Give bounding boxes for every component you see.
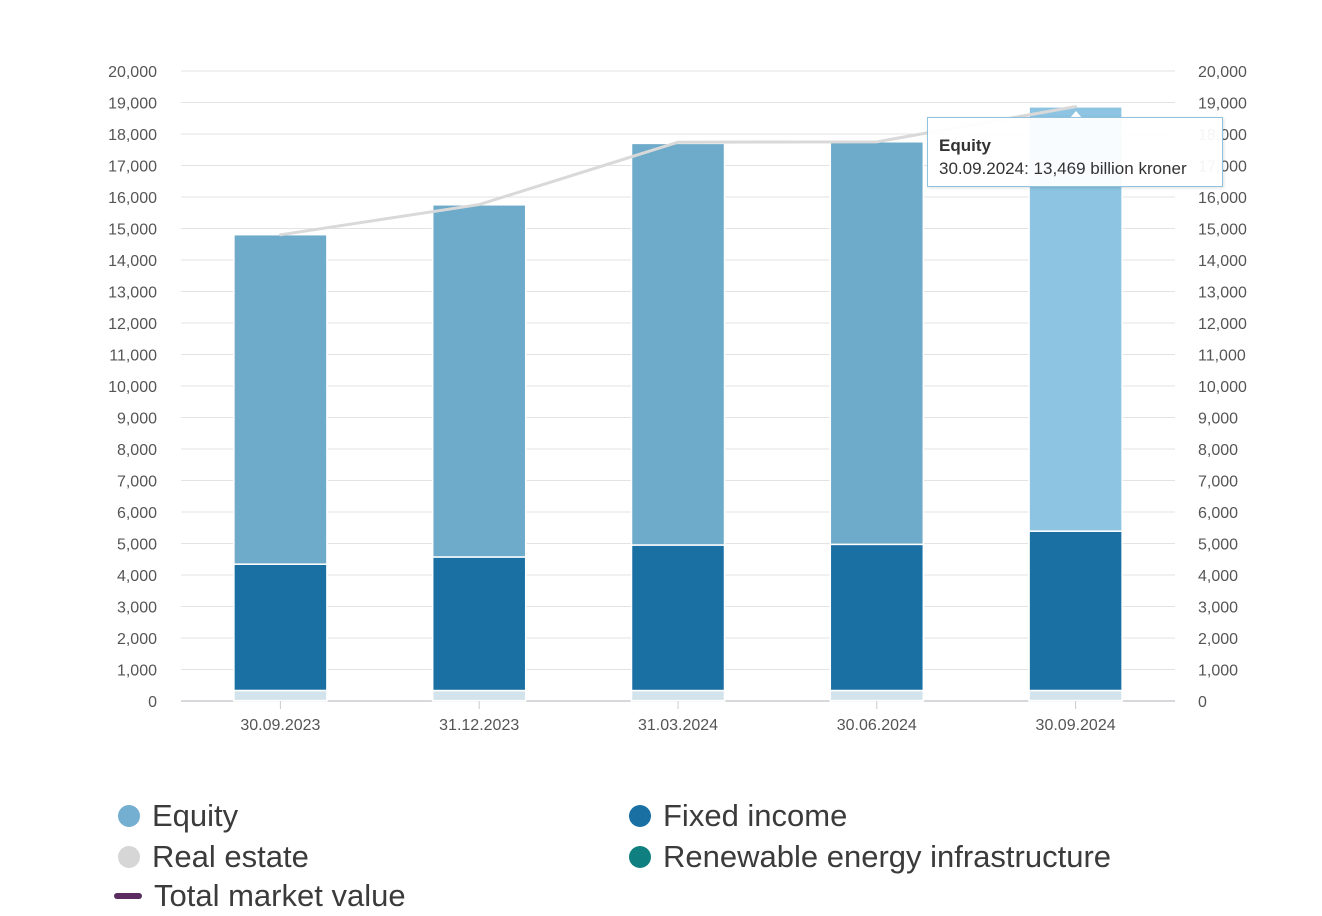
- y-tick-label-left: 4,000: [117, 568, 157, 585]
- y-tick-label-left: 6,000: [117, 505, 157, 522]
- legend-label-total-market-value: Total market value: [154, 878, 406, 913]
- y-axis-left: 0 1,000 2,000 3,000 4,000 5,000 6,000 7,000 8,00…: [108, 64, 157, 711]
- y-tick-label-right: 0: [1198, 694, 1207, 711]
- y-tick-label-left: 9,000: [117, 411, 157, 428]
- legend-label-real-estate: Real estate: [152, 839, 309, 874]
- legend-swatch-renewable-energy-infrastructure: [629, 846, 651, 868]
- y-tick-label-left: 12,000: [108, 316, 157, 333]
- y-tick-label-left: 5,000: [117, 537, 157, 554]
- y-tick-label-right: 14,000: [1198, 253, 1247, 270]
- bar-fixed-income: [829, 543, 925, 692]
- legend-item-equity[interactable]: Equity: [118, 796, 238, 836]
- y-tick-label-right: 5,000: [1198, 537, 1238, 554]
- y-tick-label-left: 2,000: [117, 631, 157, 648]
- bar-real-estate: [431, 689, 527, 702]
- y-tick-label-right: 15,000: [1198, 222, 1247, 239]
- chart-legend: Equity Fixed income Real estate Renewabl…: [0, 790, 1322, 916]
- bar-real-estate: [1028, 689, 1123, 702]
- y-tick-label-right: 7,000: [1198, 474, 1238, 491]
- y-tick-label-right: 2,000: [1198, 631, 1238, 648]
- bar-fixed-income: [1028, 530, 1123, 692]
- y-tick-label-right: 9,000: [1198, 411, 1238, 428]
- legend-label-renewable-energy-infrastructure: Renewable energy infrastructure: [663, 839, 1112, 874]
- y-tick-label-right: 8,000: [1198, 442, 1238, 459]
- bar-fixed-income: [233, 563, 328, 692]
- y-tick-label-left: 8,000: [117, 442, 157, 459]
- y-tick-label-right: 12,000: [1198, 316, 1247, 333]
- legend-item-real-estate[interactable]: Real estate: [118, 837, 309, 877]
- legend-label-equity: Equity: [152, 798, 239, 833]
- bar-equity: [431, 204, 527, 558]
- y-tick-label-left: 1,000: [117, 663, 157, 680]
- bar-real-estate: [233, 689, 328, 702]
- y-tick-label-left: 7,000: [117, 474, 157, 491]
- y-tick-label-right: 13,000: [1198, 285, 1247, 302]
- y-tick-label-left: 17,000: [108, 159, 157, 176]
- legend-swatch-fixed-income: [629, 805, 651, 827]
- bar-equity: [233, 233, 328, 565]
- tooltip-arrow-inner: [1069, 111, 1083, 119]
- y-tick-label-left: 15,000: [108, 222, 157, 239]
- tooltip-value: 30.09.2024: 13,469 billion kroner: [939, 159, 1187, 178]
- y-tick-label-right: 11,000: [1198, 348, 1246, 365]
- y-tick-label-left: 18,000: [108, 127, 157, 144]
- x-tick-label: 31.03.2024: [638, 717, 718, 734]
- y-tick-label-right: 10,000: [1198, 379, 1247, 396]
- y-tick-label-left: 19,000: [108, 96, 157, 113]
- x-tick-label: 30.06.2024: [837, 717, 917, 734]
- y-tick-label-left: 14,000: [108, 253, 157, 270]
- y-tick-label-right: 4,000: [1198, 568, 1238, 585]
- x-tick-label: 30.09.2023: [240, 717, 320, 734]
- bar-fixed-income: [630, 544, 726, 692]
- y-tick-label-right: 1,000: [1198, 663, 1238, 680]
- legend-label-fixed-income: Fixed income: [663, 798, 848, 833]
- y-tick-label-right: 16,000: [1198, 190, 1247, 207]
- bar-real-estate: [630, 689, 726, 702]
- y-tick-label-left: 0: [148, 694, 157, 711]
- bar-fixed-income: [431, 556, 527, 692]
- y-tick-label-right: 6,000: [1198, 505, 1238, 522]
- legend-item-fixed-income[interactable]: Fixed income: [629, 796, 847, 836]
- legend-swatch-equity: [118, 805, 140, 827]
- y-axis-right: 0 1,000 2,000 3,000 4,000 5,000 6,000 7,000 8,00…: [1198, 64, 1247, 711]
- legend-item-total-market-value[interactable]: Total market value: [114, 876, 406, 916]
- legend-swatch-real-estate: [118, 846, 140, 868]
- y-tick-label-right: 3,000: [1198, 600, 1238, 617]
- y-tick-label-right: 19,000: [1198, 96, 1247, 113]
- bar-real-estate: [829, 689, 925, 702]
- bar-series: [233, 106, 1123, 702]
- y-tick-label-left: 11,000: [109, 348, 157, 365]
- asset-class-chart: 0 1,000 2,000 3,000 4,000 5,000 6,000 7,000 8,00…: [108, 64, 1247, 734]
- x-tick-label: 30.09.2024: [1036, 717, 1116, 734]
- y-tick-label-left: 3,000: [117, 600, 157, 617]
- y-tick-label-left: 10,000: [108, 379, 157, 396]
- y-tick-label-left: 16,000: [108, 190, 157, 207]
- y-tick-label-left: 13,000: [108, 285, 157, 302]
- y-tick-label-right: 20,000: [1198, 64, 1247, 81]
- bar-equity: [829, 141, 925, 546]
- legend-item-renewable-energy-infrastructure[interactable]: Renewable energy infrastructure: [629, 837, 1111, 877]
- tooltip-series-name: Equity: [939, 136, 991, 155]
- bar-equity: [630, 142, 726, 546]
- y-tick-label-left: 20,000: [108, 64, 157, 81]
- legend-swatch-total-market-value: [114, 893, 142, 899]
- x-tick-label: 31.12.2023: [439, 717, 519, 734]
- x-axis: 30.09.2023 31.12.2023 31.03.2024 30.06.2024…: [240, 701, 1116, 734]
- chart-tooltip: Equity 30.09.2024: 13,469 billion kroner: [927, 117, 1223, 187]
